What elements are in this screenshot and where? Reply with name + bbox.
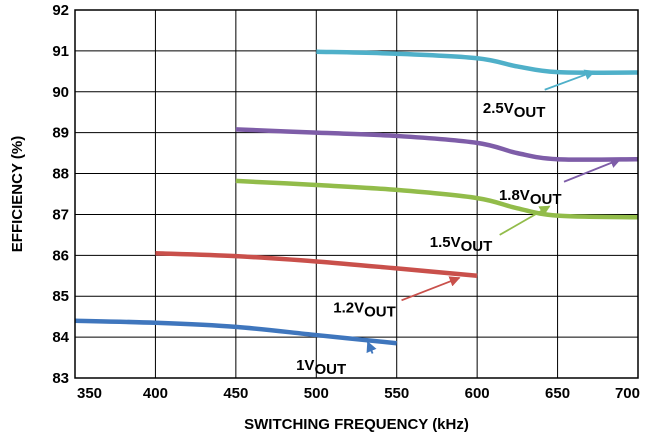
y-tick-labels: 83 84 85 86 87 88 89 90 91 92: [52, 2, 69, 387]
y-tick-label: 92: [52, 2, 69, 19]
y-tick-label: 83: [52, 370, 69, 387]
series-label-4: 2.5VOUT: [483, 100, 546, 121]
y-tick-label: 88: [52, 166, 69, 183]
x-tick-label: 550: [384, 385, 409, 402]
series-label-name: 1.8V: [499, 187, 530, 204]
series-arrow-0: [366, 341, 377, 354]
series-label-subscript: OUT: [530, 191, 562, 208]
series-arrow-2: [499, 205, 551, 236]
series-arrow-1: [401, 276, 461, 302]
series-label-name: 1.2V: [333, 300, 364, 317]
y-axis-title: EFFICIENCY (%): [9, 136, 26, 252]
series-label-2: 1.5VOUT: [430, 234, 493, 255]
x-tick-label: 600: [465, 385, 490, 402]
x-tick-label: 450: [223, 385, 248, 402]
series-label-subscript: OUT: [314, 361, 346, 378]
series-line-0: [74, 318, 397, 346]
series-line-4: [316, 49, 639, 75]
x-tick-labels: 350 400 450 500 550 600 650 700: [77, 385, 640, 402]
series-label-subscript: OUT: [364, 304, 396, 321]
y-tick-label: 89: [52, 125, 69, 142]
x-tick-label: 700: [615, 385, 640, 402]
x-tick-label: 350: [77, 385, 102, 402]
series-line-3: [235, 127, 639, 162]
series-label-name: 1V: [296, 357, 314, 374]
y-tick-label: 85: [52, 288, 69, 305]
series-arrow-3: [563, 157, 622, 183]
series-label-3: 1.8VOUT: [499, 187, 562, 208]
y-tick-label: 87: [52, 206, 69, 223]
series-line-2: [235, 178, 639, 220]
series-line-1: [155, 251, 478, 279]
y-tick-label: 84: [52, 329, 69, 346]
x-tick-label: 650: [545, 385, 570, 402]
series-label-0: 1VOUT: [296, 357, 346, 378]
series-label-name: 1.5V: [430, 234, 461, 251]
series-arrow-4: [544, 69, 596, 91]
x-axis-title: SWITCHING FREQUENCY (kHz): [244, 416, 469, 433]
series-label-1: 1.2VOUT: [333, 300, 396, 321]
x-tick-label: 400: [143, 385, 168, 402]
y-tick-label: 90: [52, 84, 69, 101]
series-label-name: 2.5V: [483, 100, 514, 117]
series-label-subscript: OUT: [461, 238, 493, 255]
plot-frame: [74, 9, 639, 379]
y-tick-label: 91: [52, 43, 69, 60]
series-label-subscript: OUT: [514, 104, 546, 121]
y-tick-label: 86: [52, 247, 69, 264]
series-lines: [74, 49, 639, 346]
x-tick-label: 500: [304, 385, 329, 402]
